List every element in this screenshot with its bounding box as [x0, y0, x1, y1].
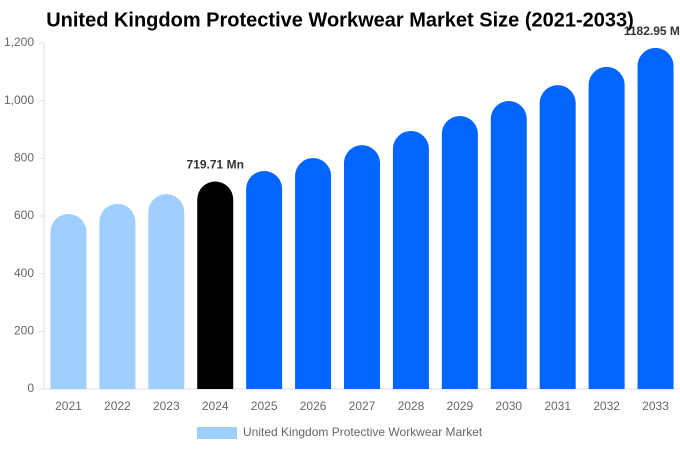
y-tick-label: 200	[14, 324, 34, 338]
value-label: 1182.95 Mn	[624, 24, 680, 38]
x-tick-label: 2021	[55, 399, 82, 413]
x-tick-label: 2032	[593, 399, 620, 413]
y-tick-label: 800	[14, 151, 34, 165]
x-tick-label: 2023	[153, 399, 180, 413]
x-tick-label: 2026	[300, 399, 327, 413]
bar	[295, 158, 332, 389]
x-tick-label: 2025	[251, 399, 278, 413]
bar	[588, 66, 625, 389]
y-tick-label: 0	[27, 381, 34, 395]
x-tick-label: 2031	[544, 399, 571, 413]
legend-swatch	[197, 427, 237, 439]
y-tick-label: 400	[14, 266, 34, 280]
bar	[441, 115, 478, 389]
x-tick-label: 2033	[642, 399, 669, 413]
x-tick-label: 2024	[202, 399, 229, 413]
x-tick-label: 2029	[446, 399, 473, 413]
value-label: 719.71 Mn	[187, 158, 244, 172]
chart-title: United Kingdom Protective Workwear Marke…	[46, 9, 634, 31]
x-tick-label: 2028	[398, 399, 425, 413]
bar	[344, 145, 380, 389]
x-tick-label: 2027	[349, 399, 376, 413]
legend-label: United Kingdom Protective Workwear Marke…	[243, 425, 483, 439]
bar	[99, 203, 136, 389]
bar	[637, 47, 674, 390]
y-tick-label: 600	[14, 208, 34, 222]
bar	[148, 194, 185, 389]
bar	[246, 171, 283, 389]
y-tick-label: 1,200	[4, 35, 34, 49]
bar	[490, 100, 527, 389]
x-tick-label: 2030	[495, 399, 522, 413]
x-tick-label: 2022	[104, 399, 131, 413]
bar	[539, 85, 576, 389]
bar	[50, 213, 87, 389]
bar	[392, 130, 429, 390]
y-tick-label: 1,000	[4, 93, 34, 107]
bar	[197, 181, 234, 389]
